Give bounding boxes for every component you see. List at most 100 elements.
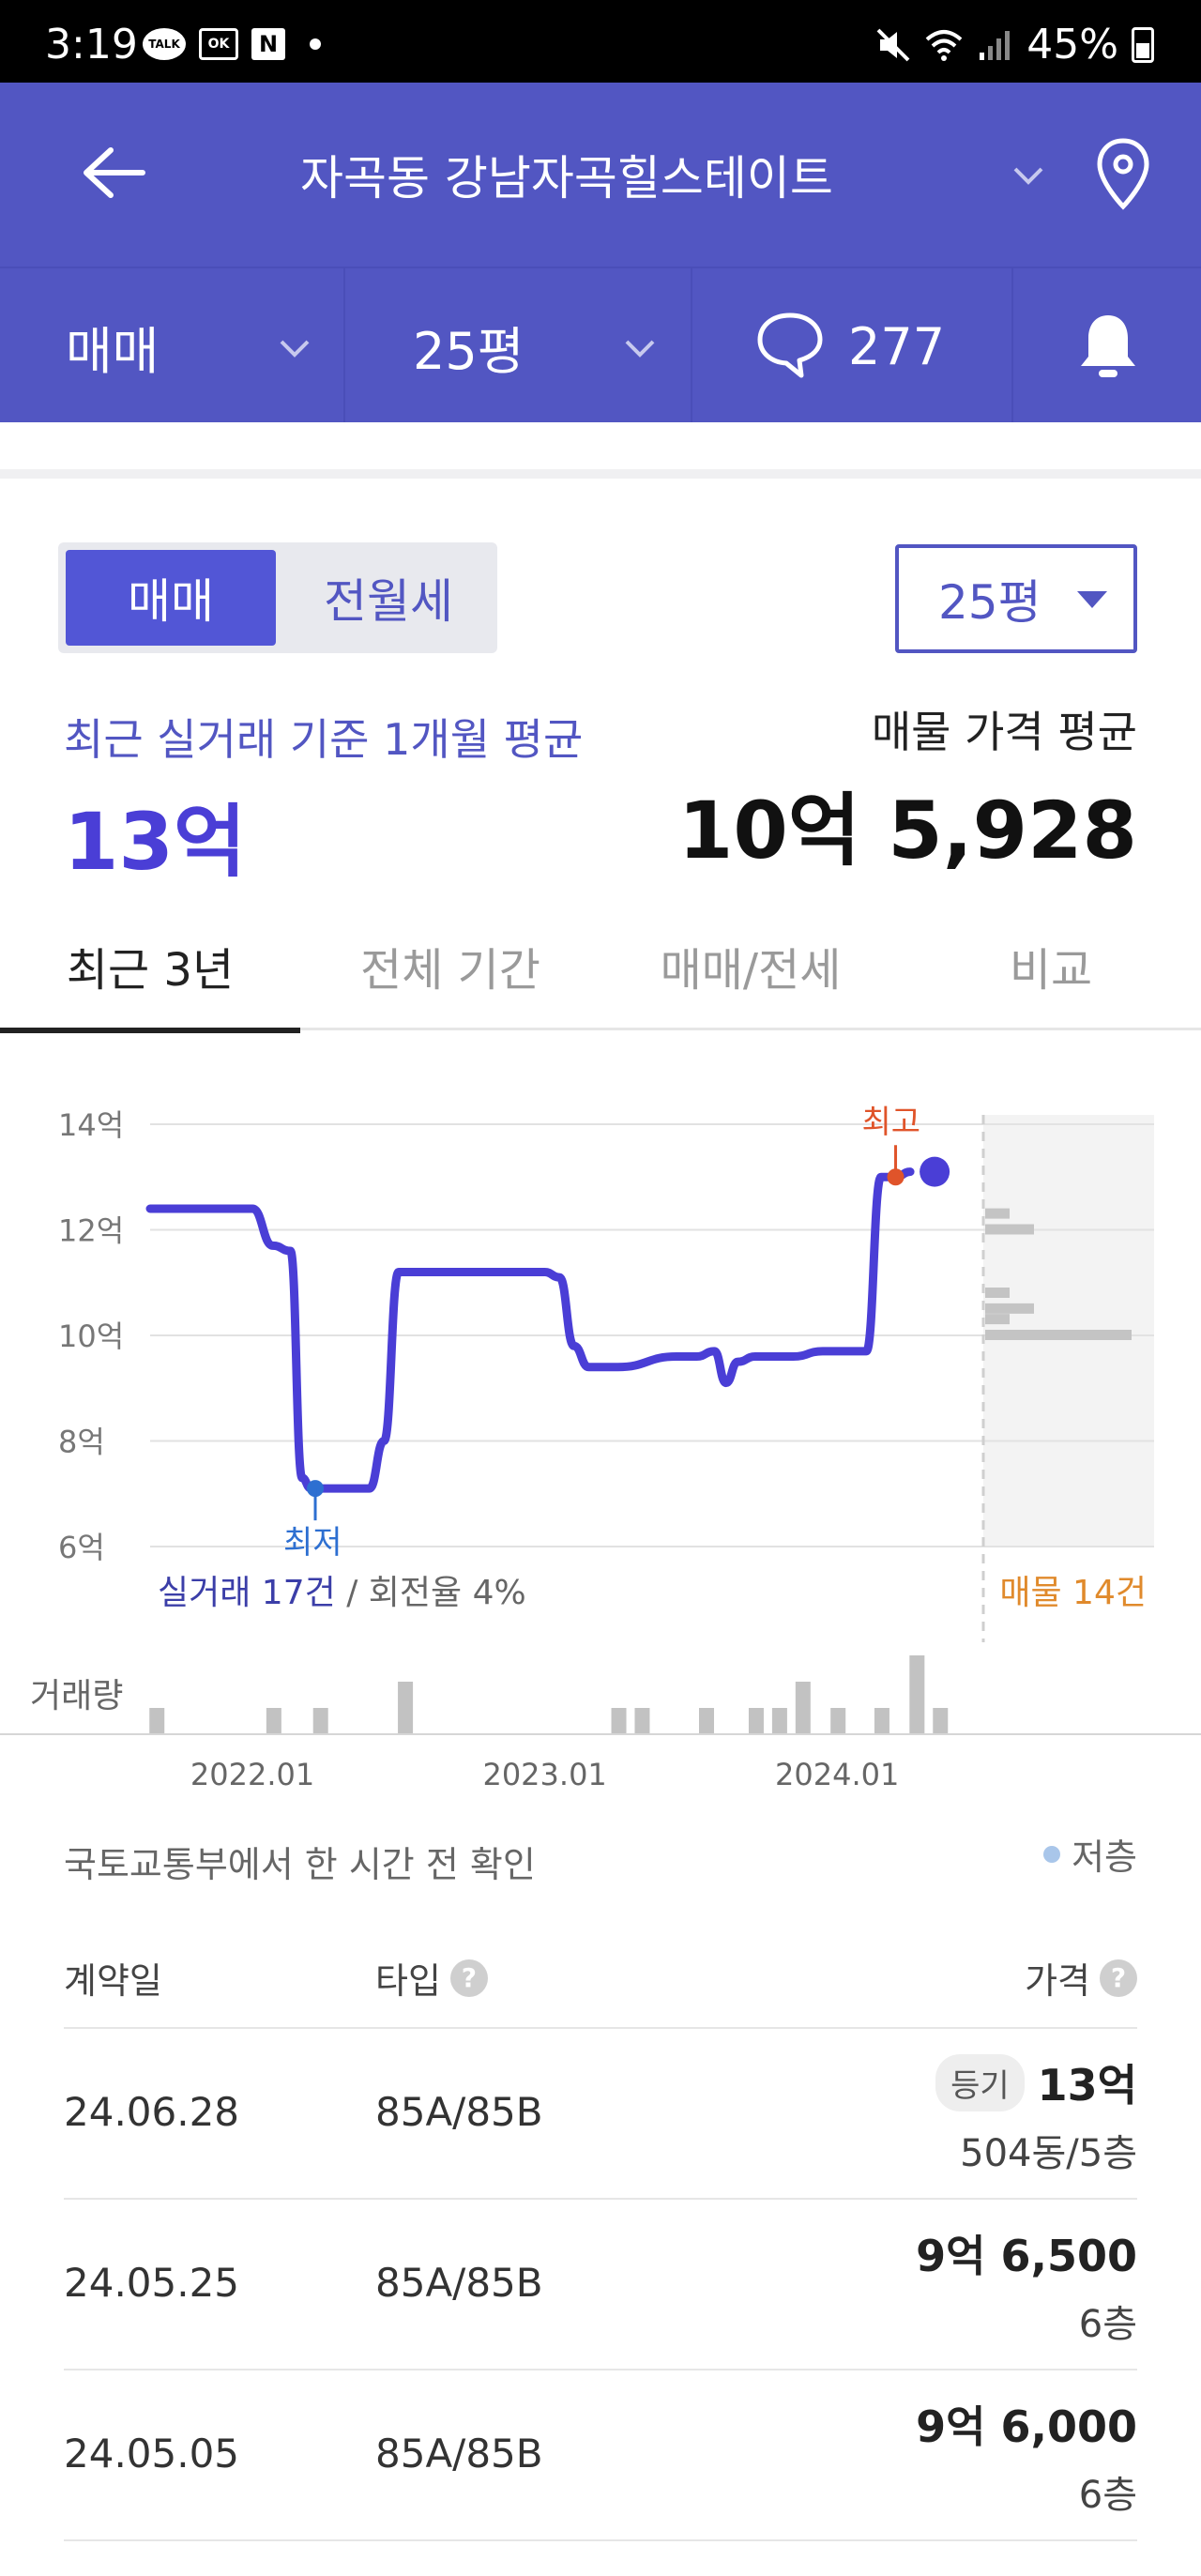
row-floor: 504동/5층 bbox=[960, 2132, 1137, 2175]
registered-badge: 등기 bbox=[935, 2053, 1025, 2111]
data-source-note: 국토교통부에서 한 시간 전 확인 bbox=[64, 1844, 536, 1885]
volume-label: 거래량 bbox=[30, 1677, 124, 1715]
row-date: 24.05.25 bbox=[64, 2260, 240, 2306]
naver-icon: N bbox=[251, 28, 285, 60]
deal-summary: 실거래 17건 / 회전율 4% bbox=[158, 1565, 526, 1614]
row-floor: 6층 bbox=[1078, 2303, 1137, 2346]
row-type: 85A/85B bbox=[375, 2089, 543, 2135]
row-date: 24.05.05 bbox=[64, 2431, 240, 2477]
volume-bar bbox=[874, 1708, 889, 1734]
filter-bar: 매매 25평 277 bbox=[0, 267, 1201, 424]
chevron-down-icon bbox=[280, 340, 310, 358]
kakaotalk-icon: TALK bbox=[143, 28, 186, 60]
x-tick-label: 2022.01 bbox=[190, 1757, 314, 1792]
volume-bar bbox=[634, 1708, 650, 1734]
toggle-rent[interactable]: 전월세 bbox=[324, 574, 453, 629]
signal-icon bbox=[980, 30, 1011, 60]
row-price-wrap: 등기 13억 bbox=[935, 2051, 1137, 2113]
table-header: 계약일 타입 ? 가격 ? bbox=[64, 1939, 1137, 2029]
row-type: 85A/85B bbox=[375, 2431, 543, 2477]
comment-count: 277 bbox=[848, 316, 946, 376]
row-price-wrap: 9억 6,500 bbox=[916, 2222, 1137, 2284]
recent-price-label: 최근 실거래 기준 1개월 평균 bbox=[64, 714, 584, 765]
more-notifications-icon bbox=[310, 38, 321, 50]
listing-count: 매물 14건 bbox=[999, 1574, 1147, 1612]
tab-recent-3y[interactable]: 최근 3년 bbox=[0, 901, 300, 1033]
tab-all-period[interactable]: 전체 기간 bbox=[360, 944, 540, 997]
area-label: 25평 bbox=[413, 321, 524, 381]
header-price-label: 가격 bbox=[1025, 1960, 1090, 2002]
price-chart[interactable]: 14억 12억 10억 8억 6억 2022.01 2023.01 2024.01 최고 최저… bbox=[0, 1042, 1201, 1830]
listing-avg-value: 10억 5,928 bbox=[677, 785, 1137, 876]
area-dropdown[interactable]: 25평 bbox=[895, 544, 1137, 653]
back-button[interactable] bbox=[75, 135, 150, 210]
row-price-wrap: 9억 6,000 bbox=[916, 2393, 1137, 2455]
current-price-point bbox=[920, 1156, 950, 1187]
listing-bar bbox=[985, 1288, 1010, 1298]
low-floor-legend: 저층 bbox=[1043, 1828, 1137, 1880]
volume-bar bbox=[312, 1708, 328, 1734]
ok-app-icon: OK bbox=[199, 28, 238, 60]
header-type-label: 타입 bbox=[375, 1960, 441, 2002]
row-price: 13억 bbox=[1037, 2060, 1137, 2111]
volume-bar bbox=[933, 1708, 949, 1734]
triangle-down-icon bbox=[1077, 591, 1107, 608]
row-date: 24.06.28 bbox=[64, 2089, 240, 2135]
table-row[interactable]: 24.05.05 85A/85B 9억 6,000 6층 bbox=[64, 2370, 1137, 2541]
complex-title[interactable]: 자곡동 강남자곡힐스테이트 bbox=[300, 151, 833, 206]
volume-bar bbox=[909, 1655, 925, 1734]
help-icon[interactable]: ? bbox=[1100, 1959, 1137, 1997]
battery-percent: 45% bbox=[1026, 21, 1118, 69]
listing-bar bbox=[985, 1314, 1010, 1325]
price-line bbox=[145, 1167, 915, 1493]
y-tick-label: 12억 bbox=[58, 1213, 124, 1249]
toggle-sale[interactable]: 매매 bbox=[66, 550, 276, 646]
volume-bar bbox=[398, 1682, 414, 1734]
chevron-down-icon[interactable] bbox=[1010, 156, 1047, 193]
x-tick-label: 2023.01 bbox=[482, 1757, 606, 1792]
volume-bar bbox=[771, 1708, 787, 1734]
tab-sale-jeonse[interactable]: 매매/전세 bbox=[660, 944, 842, 997]
area-dropdown-value: 25평 bbox=[938, 575, 1041, 630]
row-price: 9억 6,500 bbox=[916, 2231, 1137, 2281]
help-icon[interactable]: ? bbox=[449, 1959, 488, 1997]
turnover-rate: 회전율 4% bbox=[368, 1574, 526, 1612]
deal-separator: / bbox=[346, 1574, 369, 1612]
area-selector[interactable]: 25평 bbox=[345, 268, 692, 424]
price-chart-svg: 14억 12억 10억 8억 6억 2022.01 2023.01 2024.01 bbox=[0, 1107, 1201, 1792]
legend-low-floor-label: 저층 bbox=[1072, 1837, 1137, 1878]
y-tick-label: 8억 bbox=[58, 1425, 105, 1460]
comments-button[interactable]: 277 bbox=[692, 268, 1013, 424]
notification-icons: TALK OK N bbox=[143, 28, 321, 60]
header-date-label: 계약일 bbox=[64, 1960, 162, 2002]
volume-bar bbox=[699, 1708, 714, 1734]
volume-bar bbox=[830, 1708, 846, 1734]
location-pin-icon[interactable] bbox=[1090, 137, 1156, 212]
min-price-label: 최저 bbox=[283, 1524, 342, 1562]
period-tabs: 최근 3년 전체 기간 매매/전세 비교 bbox=[0, 901, 1201, 1033]
listing-bar bbox=[985, 1330, 1132, 1340]
y-tick-label: 10억 bbox=[58, 1318, 124, 1354]
table-row[interactable]: 24.06.28 85A/85B 등기 13억 504동/5층 bbox=[64, 2029, 1137, 2200]
deal-type-selector[interactable]: 매매 bbox=[0, 268, 345, 424]
bell-icon bbox=[1081, 315, 1135, 377]
volume-bar bbox=[149, 1708, 165, 1734]
mute-icon bbox=[876, 28, 910, 61]
volume-bar bbox=[266, 1708, 281, 1734]
alarm-button[interactable] bbox=[1013, 268, 1201, 424]
tab-compare[interactable]: 비교 bbox=[1009, 944, 1093, 997]
recent-price-value: 13억 bbox=[64, 796, 247, 888]
status-time: 3:19 bbox=[45, 21, 138, 69]
row-floor: 6층 bbox=[1078, 2474, 1137, 2517]
listing-bar bbox=[985, 1224, 1034, 1235]
header-type: 타입 ? bbox=[375, 1952, 488, 2004]
header-date: 계약일 bbox=[64, 1952, 162, 2004]
row-price: 9억 6,000 bbox=[916, 2401, 1137, 2452]
section-spacer bbox=[0, 422, 1201, 479]
y-tick-label: 14억 bbox=[58, 1107, 124, 1143]
system-icons: 45% bbox=[874, 21, 1154, 69]
volume-bar bbox=[748, 1708, 764, 1734]
max-price-label: 최고 bbox=[861, 1104, 921, 1142]
table-row[interactable]: 24.05.25 85A/85B 9억 6,500 6층 bbox=[64, 2200, 1137, 2370]
volume-bar bbox=[795, 1682, 811, 1734]
